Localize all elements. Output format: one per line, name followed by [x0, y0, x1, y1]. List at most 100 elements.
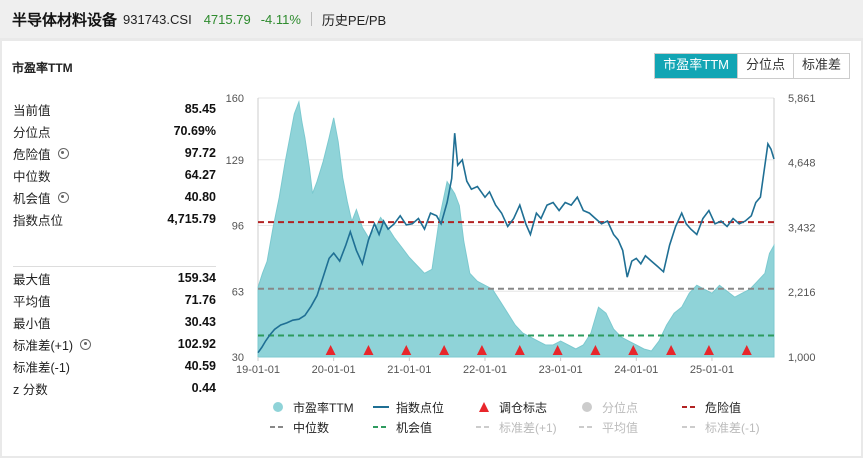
rebalance-marker [666, 345, 677, 355]
legend-label: 分位点 [602, 400, 639, 415]
stat-row-percentile: 分位点 70.69% [13, 120, 216, 142]
stat-value: 4,715.79 [167, 212, 216, 226]
x-tick-label: 24-01-01 [614, 364, 658, 376]
stat-value: 159.34 [177, 271, 216, 285]
panel-title: 市盈率TTM [12, 61, 73, 75]
stat-row-median: 中位数 64.27 [13, 164, 216, 186]
stat-label: 指数点位 [13, 213, 64, 228]
legend-danger[interactable]: 危险值 [679, 399, 782, 416]
stat-label: 分位点 [13, 125, 51, 140]
dash-line-icon [576, 421, 598, 433]
y-left-tick-label: 160 [226, 93, 244, 105]
stat-label: 危险值 [13, 147, 51, 162]
stat-label: z 分数 [13, 382, 48, 397]
rebalance-marker [476, 345, 487, 355]
rebalance-marker [325, 345, 336, 355]
legend-rebalance[interactable]: 调仓标志 [473, 399, 576, 416]
stat-value: 71.76 [184, 293, 216, 307]
legend-row: 市盈率TTM 指数点位 调仓标志 分位点 危险值 [267, 397, 787, 417]
stat-value: 102.92 [177, 337, 216, 351]
legend-row: 中位数 机会值 标准差(+1) 平均值 标准差(-1) [267, 417, 787, 437]
rebalance-marker [703, 345, 714, 355]
rebalance-marker [741, 345, 752, 355]
x-tick-label: 21-01-01 [387, 364, 431, 376]
index-level-line [257, 133, 775, 354]
rebalance-marker [401, 345, 412, 355]
gear-icon[interactable] [57, 191, 69, 203]
legend-opportunity[interactable]: 机会值 [370, 419, 473, 436]
stat-row-std-plus: 标准差(+1) 102.92 [13, 333, 216, 355]
dash-line-icon [679, 421, 701, 433]
legend-index-level[interactable]: 指数点位 [370, 399, 473, 416]
valuation-panel: 市盈率TTM 市盈率TTM 分位点 标准差 当前值 85.45 分位点 70.69%… [2, 41, 861, 456]
pe-ttm-area [257, 100, 775, 358]
stat-label: 标准差(-1) [13, 360, 70, 375]
legend-label: 标准差(-1) [705, 420, 760, 435]
header-divider [310, 12, 312, 26]
legend-label: 调仓标志 [499, 400, 548, 415]
legend-std-plus[interactable]: 标准差(+1) [473, 419, 576, 436]
x-tick-label: 19-01-01 [236, 364, 280, 376]
line-icon [370, 401, 392, 413]
index-code: 931743.CSI [123, 11, 192, 27]
stat-label-wrap: 危险值 [13, 144, 69, 163]
stat-value: 40.59 [184, 359, 216, 373]
legend-label: 危险值 [705, 400, 742, 415]
rebalance-marker [552, 345, 563, 355]
tab-percentile[interactable]: 分位点 [736, 54, 793, 78]
stats-divider [13, 266, 216, 267]
rebalance-marker [514, 345, 525, 355]
stat-row-mean: 平均值 71.76 [13, 289, 216, 311]
stat-row-min: 最小值 30.43 [13, 311, 216, 333]
legend-pe-ttm[interactable]: 市盈率TTM [267, 399, 370, 416]
stat-label: 当前值 [13, 103, 51, 118]
legend-median[interactable]: 中位数 [267, 419, 370, 436]
stat-row-max: 最大值 159.34 [13, 267, 216, 289]
legend-percentile[interactable]: 分位点 [576, 399, 679, 416]
rebalance-marker [439, 345, 450, 355]
stat-value: 40.80 [184, 190, 216, 204]
stat-value: 64.27 [184, 168, 216, 182]
pe-chart[interactable]: 30 63 96 129 160 1,000 2,216 3,432 4,648 5,861 19-… [2, 41, 861, 456]
legend-label: 标准差(+1) [499, 420, 557, 435]
gear-icon[interactable] [57, 147, 69, 159]
dash-line-icon [473, 421, 495, 433]
stat-row-index-level: 指数点位 4,715.79 [13, 208, 216, 230]
x-tick-label: 22-01-01 [463, 364, 507, 376]
index-header: 半导体材料设备 931743.CSI 4715.79 -4.11% 历史PE/P… [0, 0, 863, 38]
stats-top: 当前值 85.45 分位点 70.69% 危险值 97.72 中位数 64.27 机会值… [13, 98, 216, 230]
stat-row-std-minus: 标准差(-1) 40.59 [13, 355, 216, 377]
stat-label: 中位数 [13, 169, 51, 184]
stats-bottom: 最大值 159.34 平均值 71.76 最小值 30.43 标准差(+1) 102.9… [13, 267, 216, 399]
stat-value: 85.45 [184, 102, 216, 116]
stat-label: 最小值 [13, 316, 51, 331]
stat-value: 0.44 [191, 381, 216, 395]
stat-row-opportunity: 机会值 40.80 [13, 186, 216, 208]
circle-icon [267, 401, 289, 413]
stat-value: 97.72 [184, 146, 216, 160]
stat-row-danger: 危险值 97.72 [13, 142, 216, 164]
history-pe-pb-link[interactable]: 历史PE/PB [321, 12, 387, 28]
tab-std-dev[interactable]: 标准差 [792, 54, 849, 78]
dash-line-icon [679, 401, 701, 413]
tab-pe-ttm[interactable]: 市盈率TTM [655, 54, 737, 78]
stat-value: 70.69% [173, 124, 216, 138]
gear-icon[interactable] [80, 338, 92, 350]
rebalance-marker [590, 345, 601, 355]
stat-label-wrap: 机会值 [13, 188, 69, 207]
chart-legend: 市盈率TTM 指数点位 调仓标志 分位点 危险值 中位数 机会值 标准差(+1)… [267, 397, 787, 437]
stat-label: 标准差(+1) [13, 338, 74, 353]
stat-label: 机会值 [13, 191, 51, 206]
legend-mean[interactable]: 平均值 [576, 419, 679, 436]
dash-line-icon [267, 421, 289, 433]
legend-label: 平均值 [602, 420, 639, 435]
legend-std-minus[interactable]: 标准差(-1) [679, 419, 782, 436]
index-price: 4715.79 [203, 11, 251, 27]
stat-value: 30.43 [184, 315, 216, 329]
index-name: 半导体材料设备 [12, 11, 118, 29]
dash-line-icon [370, 421, 392, 433]
stat-label-wrap: 标准差(+1) [13, 335, 92, 354]
rebalance-marker [363, 345, 374, 355]
y-left-tick-label: 30 [232, 352, 244, 364]
index-change: -4.11% [260, 11, 301, 27]
